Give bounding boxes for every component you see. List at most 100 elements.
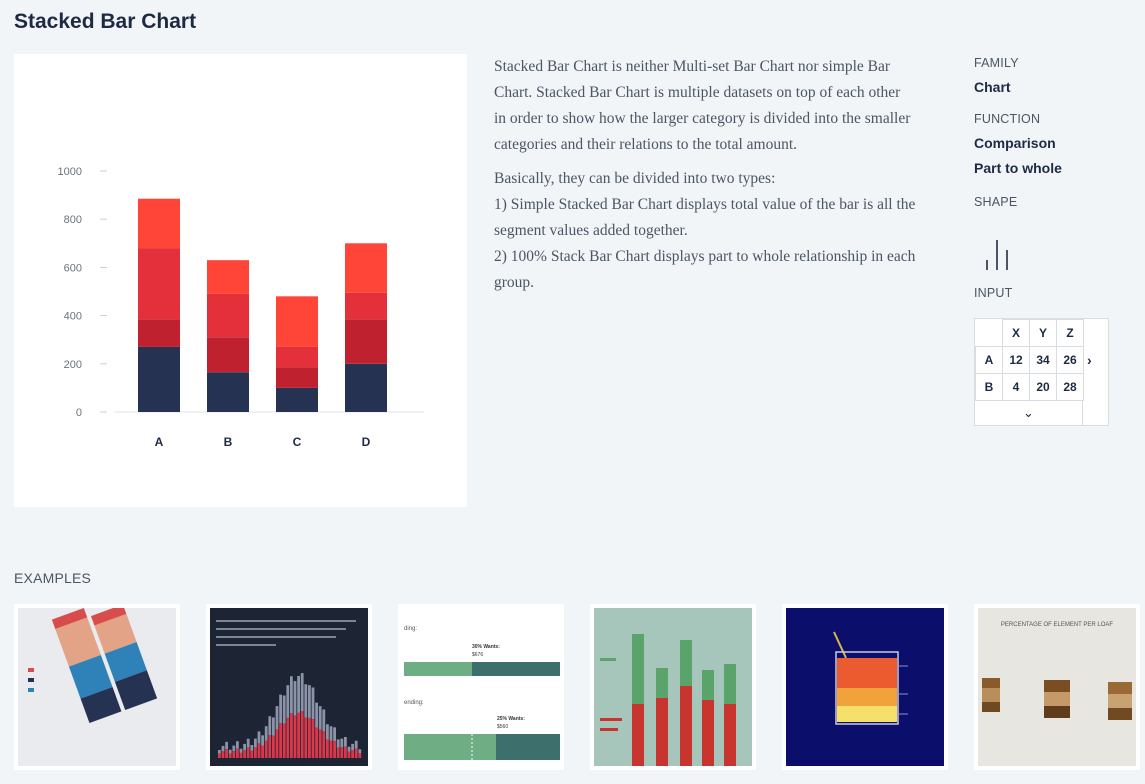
x-tick-label: A [155, 435, 164, 449]
thumb2-bar [300, 711, 304, 758]
thumb2-bar [261, 745, 264, 758]
thumb2-bar [315, 727, 318, 758]
thumb2-bar [257, 731, 261, 744]
example-image [210, 608, 368, 766]
thumb2-bar [221, 745, 225, 752]
table-row-label: A [975, 346, 1003, 374]
thumb2-bar [326, 739, 329, 758]
meta-panel: FAMILY Chart FUNCTION Comparison Part to… [974, 56, 1134, 300]
y-tick-label: 0 [76, 407, 82, 419]
thumb2-bar [344, 746, 347, 758]
thumb2-bar [279, 723, 282, 758]
examples-label: EXAMPLES [14, 570, 92, 586]
thumb3-text: ending: [404, 700, 424, 706]
thumb2-bar [275, 706, 279, 730]
thumb2-bar [297, 712, 300, 758]
thumb2-bar [318, 706, 322, 730]
family-value[interactable]: Chart [974, 79, 1011, 95]
thumb2-bar [351, 750, 354, 758]
thumb2-bar [358, 753, 362, 758]
thumb2-bar [340, 747, 344, 758]
thumb3-text: 30% Wants: [472, 644, 500, 650]
example-thumbnail-4[interactable] [590, 604, 756, 770]
thumb2-bar [268, 735, 272, 758]
thumb2-bar [228, 753, 232, 758]
thumb2-bar [315, 702, 318, 728]
example-thumbnail-1[interactable] [14, 604, 180, 770]
thumb2-bar [333, 727, 336, 742]
table-cell: 12 [1002, 346, 1030, 374]
thumb2-bar [275, 729, 279, 758]
thumb2-bar [308, 685, 311, 718]
table-cell: 28 [1056, 373, 1084, 401]
y-tick-label: 200 [64, 359, 82, 371]
table-header: Z [1056, 319, 1084, 347]
description-line: Stacked Bar Chart is neither Multi-set B… [494, 58, 891, 75]
table-cell: 20 [1029, 373, 1057, 401]
bar-segment [345, 363, 387, 412]
thumb2-bar [358, 749, 362, 754]
thumb2-bar [218, 749, 221, 754]
bar-segment [345, 243, 387, 293]
example-thumbnail-2[interactable] [206, 604, 372, 770]
thumb2-bar [232, 745, 236, 752]
example-thumbnail-5[interactable] [782, 604, 948, 770]
family-label: FAMILY [974, 56, 1019, 70]
thumb2-bar [225, 741, 228, 750]
thumb2-bar [232, 751, 236, 758]
thumb2-bar [336, 739, 340, 748]
description-line: Chart. Stacked Bar Chart is multiple dat… [494, 84, 901, 101]
function-value-part-to-whole[interactable]: Part to whole [974, 160, 1062, 176]
thumb2-bar [243, 743, 246, 751]
thumb2-bar [225, 749, 228, 758]
thumb2-bar [286, 717, 290, 758]
bar-segment [276, 387, 318, 412]
thumb6-title: PERCENTAGE OF ELEMENT PER LOAF [1001, 622, 1113, 628]
description-line: group. [494, 274, 535, 291]
chevron-right-icon[interactable]: › [1087, 352, 1092, 368]
description-line: in order to show how the larger category… [494, 110, 911, 127]
thumb2-bar [311, 719, 315, 758]
input-table: X Y Z A 12 34 26 B 4 20 28 › ⌄ [974, 318, 1109, 426]
x-tick-label: C [293, 435, 302, 449]
description: Stacked Bar Chart is neither Multi-set B… [494, 54, 954, 304]
thumb2-bar [264, 726, 268, 741]
thumb2-bar [318, 729, 322, 758]
bar-segment [207, 260, 249, 294]
table-cell: 4 [1002, 373, 1030, 401]
thumb2-bar [304, 684, 308, 718]
thumb2-bar [290, 676, 293, 714]
example-thumbnail-6[interactable]: PERCENTAGE OF ELEMENT PER LOAF [974, 604, 1140, 770]
y-tick-label: 400 [64, 311, 82, 323]
thumb2-bar [221, 751, 225, 758]
thumb2-bar [340, 738, 344, 748]
thumb2-bar [293, 715, 297, 758]
thumb2-bar [351, 743, 354, 751]
thumb2-bar [243, 750, 246, 758]
example-image: ding: 30% Wants: $676 ending: 25% Wants:… [402, 608, 560, 766]
example-thumbnail-3[interactable]: ding: 30% Wants: $676 ending: 25% Wants:… [398, 604, 564, 770]
chevron-down-icon[interactable]: ⌄ [975, 400, 1083, 426]
function-value-comparison[interactable]: Comparison [974, 135, 1056, 151]
bar-segment [276, 367, 318, 388]
bar-segment [138, 198, 180, 249]
table-cell: 34 [1029, 346, 1057, 374]
chart-card: 0 200 400 600 800 1000 A B C D [14, 54, 467, 507]
function-label: FUNCTION [974, 112, 1041, 126]
table-cell: 26 [1056, 346, 1084, 374]
thumb2-bar [268, 716, 272, 736]
thumb2-bar [322, 709, 326, 732]
thumb2-bar [333, 741, 336, 758]
thumb2-bar [261, 735, 264, 746]
thumb2-bar [347, 746, 351, 752]
description-line: segment values added together. [494, 222, 688, 239]
shape-label: SHAPE [974, 195, 1018, 209]
bar-segment [207, 337, 249, 373]
thumb2-bar [228, 749, 232, 754]
thumb2-bar [354, 740, 358, 749]
thumb2-bar [257, 743, 261, 758]
y-tick-label: 800 [64, 214, 82, 226]
bar-shape-icon [984, 240, 1024, 270]
thumb2-bar [322, 731, 326, 758]
bar-segment [345, 292, 387, 320]
